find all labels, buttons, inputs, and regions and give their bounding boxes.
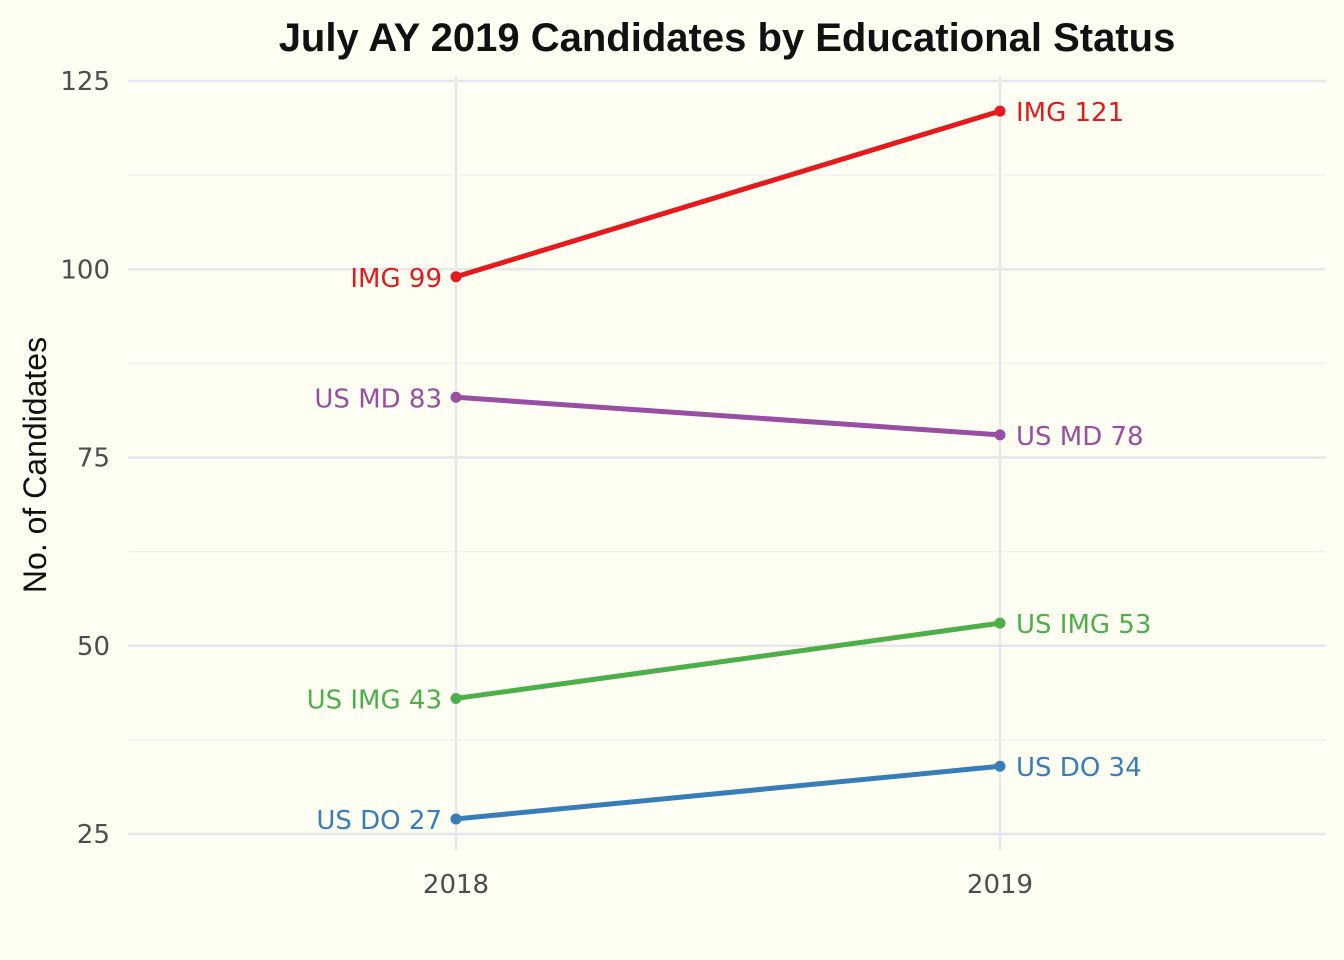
data-point bbox=[450, 391, 462, 403]
data-point bbox=[994, 760, 1006, 772]
chart-title: July AY 2019 Candidates by Educational S… bbox=[279, 16, 1176, 60]
series-line bbox=[453, 620, 1003, 701]
data-label: IMG 99 bbox=[350, 264, 442, 294]
data-point bbox=[994, 429, 1006, 441]
data-point bbox=[450, 692, 462, 704]
x-tick-label: 2018 bbox=[423, 870, 489, 900]
data-point bbox=[994, 105, 1006, 117]
series-line bbox=[453, 108, 1003, 280]
grid bbox=[128, 76, 1326, 850]
y-tick-label: 100 bbox=[60, 255, 110, 285]
y-tick-label: 50 bbox=[77, 632, 110, 662]
data-label: US DO 34 bbox=[1016, 753, 1142, 783]
series-line bbox=[453, 394, 1003, 438]
data-label: IMG 121 bbox=[1016, 98, 1124, 128]
data-label: US IMG 53 bbox=[1016, 610, 1151, 640]
y-axis-label: No. of Candidates bbox=[17, 337, 53, 593]
y-tick-label: 25 bbox=[77, 820, 110, 850]
series-us-md: US MD 83 US MD 78 bbox=[314, 384, 1143, 452]
series-line bbox=[453, 763, 1003, 822]
y-tick-label: 125 bbox=[60, 67, 110, 97]
data-point bbox=[450, 813, 462, 825]
axes: 25 50 75 100 125 2018 2019 bbox=[60, 67, 1033, 900]
y-tick-label: 75 bbox=[77, 444, 110, 474]
series-us-img: US IMG 43 US IMG 53 bbox=[307, 610, 1152, 715]
data-point bbox=[450, 271, 462, 283]
data-label: US MD 83 bbox=[314, 384, 442, 414]
series-img: IMG 99 IMG 121 bbox=[350, 98, 1124, 294]
data-label: US DO 27 bbox=[316, 806, 442, 836]
data-label: US IMG 43 bbox=[307, 685, 442, 715]
series-us-do: US DO 27 US DO 34 bbox=[316, 753, 1141, 836]
data-label: US MD 78 bbox=[1016, 422, 1144, 452]
data-point bbox=[994, 617, 1006, 629]
x-tick-label: 2019 bbox=[967, 870, 1033, 900]
